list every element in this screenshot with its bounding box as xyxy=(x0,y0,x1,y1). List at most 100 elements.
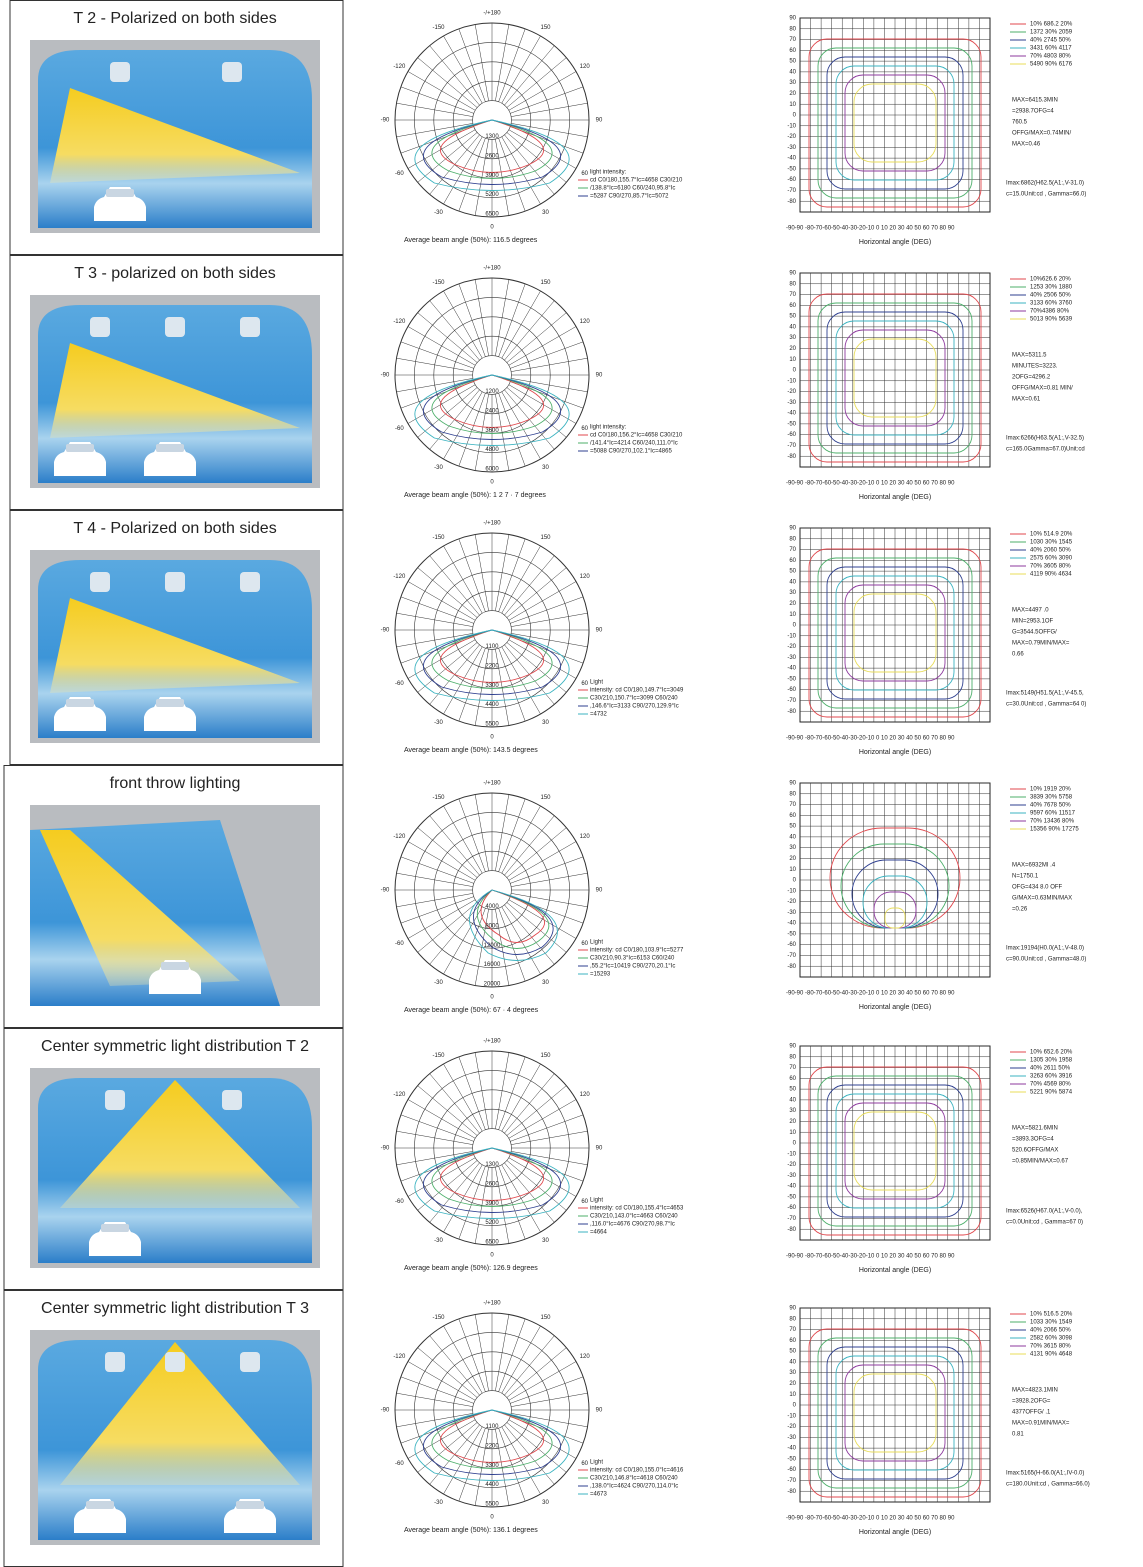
iso-info: MAX=6415.3MIN xyxy=(1012,98,1058,104)
iso-ytick: 20 xyxy=(789,1381,796,1387)
polar-spoke xyxy=(407,899,476,939)
polar-spoke xyxy=(506,57,567,108)
isoline xyxy=(808,548,982,718)
polar-curve xyxy=(431,1147,553,1207)
isoline xyxy=(808,1328,982,1498)
iso-ytick: -80 xyxy=(787,1227,796,1233)
polar-spoke xyxy=(429,815,480,876)
lamp xyxy=(165,1352,185,1372)
polar-spoke xyxy=(498,283,526,357)
polar-spoke xyxy=(501,1063,541,1132)
polar-spoke xyxy=(501,805,541,874)
iso-ytick: 30 xyxy=(789,1108,796,1114)
polar-spoke xyxy=(504,1335,555,1396)
iso-imax: Imax:5149(H51.5(A1:,V-45.5, xyxy=(1006,691,1084,697)
iso-ytick: 60 xyxy=(789,1076,796,1082)
polar-spoke xyxy=(396,357,473,372)
polar-spoke xyxy=(511,123,588,138)
iso-xlabel: Horizontal angle (DEG) xyxy=(859,749,931,756)
iso-ytick: 20 xyxy=(789,601,796,607)
polar-spoke xyxy=(504,300,555,361)
polar-spoke xyxy=(506,132,567,183)
isoline xyxy=(826,1084,964,1218)
polar-angle-label: -30 xyxy=(434,465,443,471)
polar-angle-label: 90 xyxy=(596,373,603,379)
isoline xyxy=(844,329,946,427)
polar-spoke xyxy=(498,1056,526,1130)
polar-spoke xyxy=(443,1063,483,1132)
polar-legend: ,116.0°Ic=4676 C90/270,98.7°Ic xyxy=(590,1222,675,1228)
polar-curve xyxy=(439,629,545,683)
iso-legend: 70% 3615 80% xyxy=(1030,1344,1071,1350)
row-frame xyxy=(9,0,344,255)
polar-curve xyxy=(422,629,562,695)
polar-spoke xyxy=(501,545,541,614)
iso-info: OFFG/MAX=0.81 MIN/ xyxy=(1012,386,1073,392)
polar-angle-label: -/+180 xyxy=(483,521,501,527)
polar-curve xyxy=(473,889,554,955)
polar-spoke xyxy=(511,872,588,887)
polar-spoke xyxy=(506,1085,567,1136)
polar-spoke xyxy=(407,384,476,424)
polar-spoke xyxy=(458,1056,486,1130)
polar-angle-label: -/+180 xyxy=(483,1301,501,1307)
iso-legend: 40% 2506 50% xyxy=(1030,293,1071,299)
iso-ytick: -10 xyxy=(787,1413,796,1419)
polar-angle-label: 30 xyxy=(542,1238,549,1244)
iso-info: 2OFG=4296.2 xyxy=(1012,375,1051,381)
iso-ytick: -60 xyxy=(787,1467,796,1473)
polar-spoke xyxy=(511,1413,588,1428)
lamp xyxy=(90,572,110,592)
iso-info: =3893.3OFG=4 xyxy=(1012,1137,1054,1143)
polar-spoke xyxy=(429,45,480,106)
iso-legend: 1372 30% 2059 xyxy=(1030,30,1073,36)
iso-legend: 70% 3605 80% xyxy=(1030,564,1071,570)
polar-angle-label: 30 xyxy=(542,210,549,216)
iso-legend: 2582 60% 3098 xyxy=(1030,1336,1073,1342)
polar-radial-label: 1300 xyxy=(485,134,499,140)
iso-ytick: 20 xyxy=(789,856,796,862)
polar-angle-label: 120 xyxy=(580,834,591,840)
polar-spoke xyxy=(417,902,478,953)
isoline xyxy=(817,302,973,454)
iso-ytick: -10 xyxy=(787,1151,796,1157)
polar-spoke xyxy=(396,893,473,908)
iso-ytick: -50 xyxy=(787,1194,796,1200)
polar-spoke xyxy=(396,1151,473,1166)
row-title: front throw lighting xyxy=(110,775,241,792)
polar-spoke xyxy=(510,596,584,624)
polar-spoke xyxy=(443,1325,483,1394)
polar-spoke xyxy=(443,545,483,614)
iso-ytick: -70 xyxy=(787,698,796,704)
polar-angle-label: 0 xyxy=(490,995,494,1001)
row-title: T 4 - Polarized on both sides xyxy=(73,520,276,537)
polar-caption: Average beam angle (50%): 143.5 degrees xyxy=(404,747,538,754)
lamp xyxy=(240,317,260,337)
polar-radial-label: 3600 xyxy=(485,428,499,434)
iso-ytick: -40 xyxy=(787,666,796,672)
polar-legend: C30/210,146.8°Ic=4618 C60/240 xyxy=(590,1476,678,1482)
iso-ytick: 30 xyxy=(789,1370,796,1376)
polar-spoke xyxy=(508,71,577,111)
polar-spoke xyxy=(506,387,567,438)
isoline xyxy=(817,47,973,199)
iso-ytick: 90 xyxy=(789,16,796,22)
polar-angle-label: -90 xyxy=(381,888,390,894)
isoline xyxy=(844,584,946,682)
iso-legend: 40% 7678 50% xyxy=(1030,803,1071,809)
row-frame xyxy=(3,765,344,1028)
polar-curve xyxy=(431,629,553,689)
polar-angle-label: 30 xyxy=(542,980,549,986)
polar-spoke xyxy=(511,612,588,627)
polar-spoke xyxy=(508,1157,577,1197)
polar-spoke xyxy=(506,1347,567,1398)
polar-legend: Light xyxy=(590,680,603,686)
polar-chart: Light intensity: cd C0/180,103.9°Ic=5277 C… xyxy=(394,792,684,988)
polar-spoke xyxy=(495,649,510,726)
polar-angle-label: -150 xyxy=(432,25,445,31)
polar-spoke xyxy=(474,649,489,726)
polar-spoke xyxy=(501,391,541,460)
polar-spoke xyxy=(506,902,567,953)
polar-angle-label: 0 xyxy=(490,225,494,231)
iso-ytick: -60 xyxy=(787,687,796,693)
